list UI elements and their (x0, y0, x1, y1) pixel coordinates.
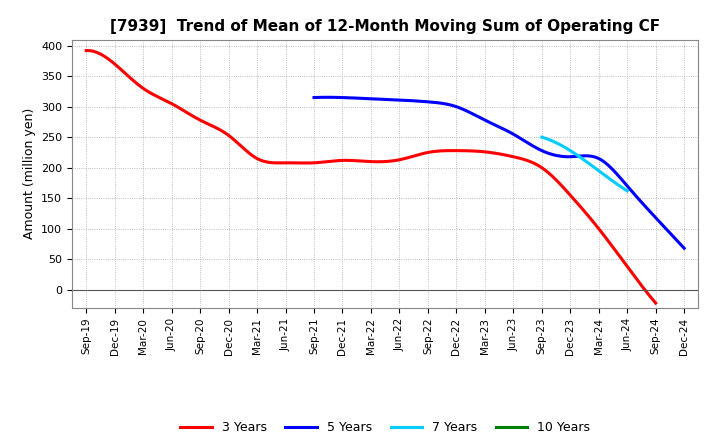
Y-axis label: Amount (million yen): Amount (million yen) (22, 108, 35, 239)
Title: [7939]  Trend of Mean of 12-Month Moving Sum of Operating CF: [7939] Trend of Mean of 12-Month Moving … (110, 19, 660, 34)
Legend: 3 Years, 5 Years, 7 Years, 10 Years: 3 Years, 5 Years, 7 Years, 10 Years (176, 416, 595, 439)
